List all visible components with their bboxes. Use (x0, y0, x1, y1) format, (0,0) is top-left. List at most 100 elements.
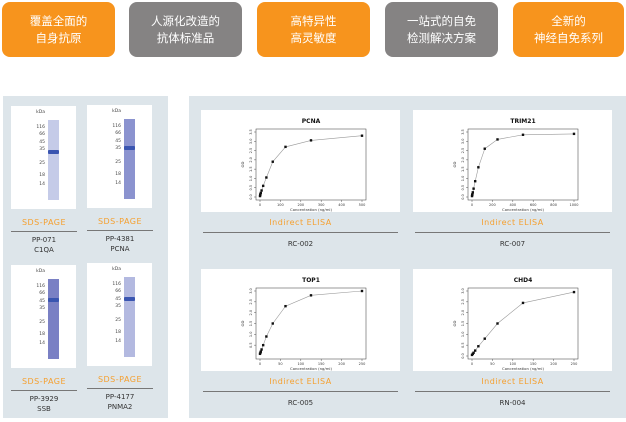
x-tick-label: 0 (259, 203, 261, 207)
feature-button[interactable]: 人源化改造的 抗体标准品 (129, 2, 242, 57)
data-point (259, 193, 262, 196)
feature-line-1: 人源化改造的 (151, 13, 220, 28)
protein-band (48, 150, 59, 154)
y-tick-label: 2.0 (249, 310, 253, 316)
data-point (572, 290, 576, 294)
chart-title: PCNA (302, 118, 321, 125)
y-axis-label: OD (452, 320, 457, 326)
product-code: PP-3929 (29, 395, 59, 403)
x-tick-label: 250 (571, 362, 578, 366)
y-tick-label: 0.0 (461, 353, 465, 359)
y-axis-label: OD (452, 161, 457, 167)
marker-label: 14 (115, 339, 121, 344)
y-tick-label: 1.0 (249, 332, 253, 338)
y-tick-label: 2.5 (249, 148, 253, 154)
data-point (483, 147, 486, 150)
feature-line-2: 检测解决方案 (407, 30, 476, 45)
x-tick-label: 150 (318, 362, 325, 366)
y-axis-label: OD (240, 320, 245, 326)
data-point (360, 289, 364, 293)
elisa-label: Indirect ELISA (481, 377, 544, 386)
product-code: RC-007 (499, 240, 526, 248)
marker-label: 35 (115, 146, 121, 151)
fit-curve (259, 290, 363, 354)
marker-label: 18 (39, 332, 45, 337)
kda-label: kDa (36, 269, 45, 274)
elisa-chart: CHD4 0 50 100 150 200 250 0.0 0.5 1.0 1.5 2.0 2.5 3.0… (452, 277, 579, 371)
data-point (260, 189, 263, 192)
chart-title: TRIM21 (510, 118, 535, 125)
y-tick-label: 1.5 (249, 166, 253, 172)
divider (11, 390, 77, 391)
chart-title: CHD4 (514, 277, 533, 284)
x-tick-label: 0 (471, 203, 473, 207)
gel-lane (124, 119, 135, 199)
data-point (261, 184, 265, 188)
x-tick-label: 150 (530, 362, 537, 366)
gel-image: kDa 116 66 45 35 25 18 14 (11, 106, 76, 209)
data-point (477, 345, 480, 348)
y-tick-label: 0.5 (249, 185, 253, 191)
data-point (309, 294, 313, 297)
data-point (472, 351, 475, 354)
x-axis-label: Concentration (ng/ml) (502, 366, 544, 371)
data-point (271, 160, 274, 163)
x-tick-label: 200 (489, 203, 496, 207)
data-point (261, 343, 265, 347)
x-tick-label: 200 (297, 203, 304, 207)
protein-name: PCNA (110, 245, 130, 253)
kda-label: kDa (112, 267, 121, 272)
y-tick-label: 1.0 (461, 332, 465, 338)
feature-line-2: 抗体标准品 (156, 30, 215, 45)
product-code: RC-005 (287, 399, 314, 407)
y-tick-label: 2.5 (249, 299, 253, 305)
fit-curve (259, 135, 363, 197)
marker-label: 25 (39, 161, 45, 166)
y-tick-label: 1.0 (249, 176, 253, 182)
data-point (259, 350, 262, 353)
protein-name: PNMA2 (107, 403, 133, 411)
x-tick-label: 250 (359, 362, 366, 366)
x-tick-label: 100 (509, 362, 516, 366)
feature-line-2: 高灵敏度 (290, 30, 337, 45)
y-tick-label: 0.5 (461, 342, 465, 348)
x-tick-label: 1000 (570, 203, 579, 207)
feature-line-1: 全新的 (551, 13, 586, 28)
data-point (496, 322, 499, 325)
feature-button[interactable]: 覆盖全面的 自身抗原 (2, 2, 115, 57)
elisa-label: Indirect ELISA (481, 218, 544, 227)
x-tick-label: 400 (338, 203, 345, 207)
feature-line-1: 一站式的自免 (407, 13, 476, 28)
data-point (483, 337, 486, 340)
sds-page-label: SDS-PAGE (21, 218, 67, 227)
y-tick-label: 3.0 (249, 288, 253, 294)
product-code: RN-004 (499, 399, 526, 407)
marker-label: 45 (39, 299, 45, 304)
y-tick-label: 2.5 (461, 299, 465, 305)
marker-label: 25 (115, 318, 121, 323)
x-tick-label: 100 (277, 203, 284, 207)
data-point (265, 176, 268, 179)
sds-page-label: SDS-PAGE (21, 377, 67, 386)
y-tick-label: 3.5 (461, 129, 465, 135)
elisa-chart-card: TRIM21 0 200 400 600 800 1000 0.0 0.5 1.0 1.5 2.0 2.… (413, 110, 612, 212)
marker-label: 66 (115, 131, 121, 136)
feature-line-2: 自身抗原 (35, 30, 82, 45)
gel-lane (48, 120, 59, 200)
divider (87, 230, 153, 231)
protein-name: SSB (37, 405, 51, 413)
feature-button[interactable]: 高特异性 高灵敏度 (257, 2, 370, 57)
data-point (473, 349, 477, 352)
y-tick-label: 2.0 (461, 157, 465, 163)
marker-label: 18 (39, 173, 45, 178)
sds-page-label: SDS-PAGE (97, 217, 143, 226)
x-tick-label: 50 (490, 362, 494, 366)
feature-button[interactable]: 一站式的自免 检测解决方案 (385, 2, 498, 57)
protein-name: C1QA (34, 246, 54, 254)
divider (203, 232, 398, 233)
marker-label: 18 (115, 330, 121, 335)
feature-button[interactable]: 全新的 神经自免系列 (513, 2, 624, 57)
gel-lane (48, 279, 59, 359)
data-point (271, 322, 274, 325)
marker-label: 116 (112, 124, 121, 129)
